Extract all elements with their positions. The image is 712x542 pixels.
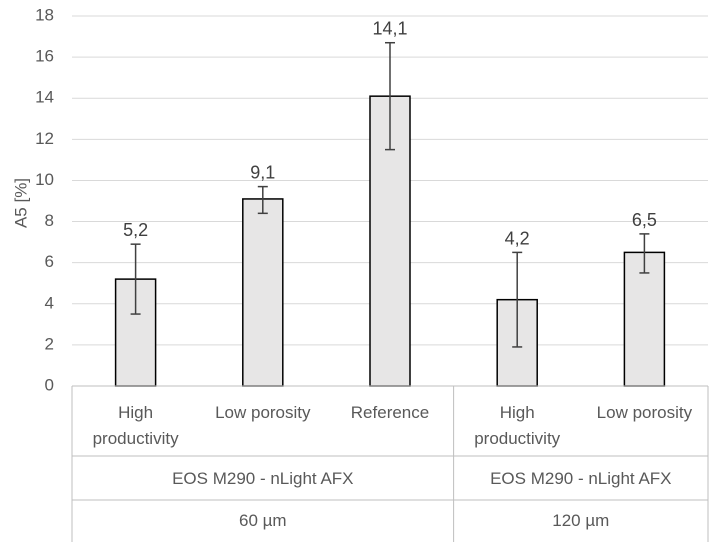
group-layer-label: 60 µm [239,511,287,530]
category-label: High [500,403,535,422]
category-label: Low porosity [597,403,693,422]
category-label: Low porosity [215,403,311,422]
data-labels: 5,2 9,1 14,1 4,2 6,5 [123,19,657,249]
y-tick-label: 12 [35,129,54,148]
data-label: 4,2 [505,228,530,248]
category-label: productivity [93,429,179,448]
category-label: High [118,403,153,422]
data-label: 9,1 [250,163,275,183]
y-axis-title: A5 [%] [11,178,30,228]
error-bar [639,233,650,274]
y-tick-label: 4 [45,293,54,312]
data-label: 14,1 [372,19,407,39]
error-bar [512,251,523,348]
data-label: 5,2 [123,220,148,240]
error-bar [130,243,141,315]
y-tick-label: 18 [35,5,54,24]
error-bars [130,41,650,348]
y-tick-label: 8 [45,211,54,230]
group-machine-label: EOS M290 - nLight AFX [490,469,671,488]
x-axis: High productivity Low porosity Reference Hig… [71,385,709,542]
y-tick-label: 2 [45,334,54,353]
y-tick-label: 10 [35,170,54,189]
group-layer-label: 120 µm [552,511,609,530]
category-label: productivity [474,429,560,448]
error-bar [257,185,268,215]
y-tick-label: 6 [45,252,54,271]
data-label: 6,5 [632,210,657,230]
group-machine-label: EOS M290 - nLight AFX [172,469,353,488]
category-label: Reference [351,403,429,422]
y-tick-label: 16 [35,47,54,66]
y-tick-label: 0 [45,375,54,394]
error-bar [385,41,395,151]
bar [242,198,284,387]
y-tick-labels: 0 2 4 6 8 10 12 14 16 18 [35,5,54,394]
y-tick-label: 14 [35,88,54,107]
